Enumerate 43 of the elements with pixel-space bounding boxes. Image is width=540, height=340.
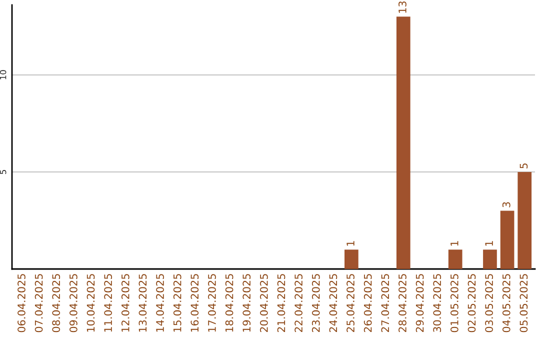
x-tick-label: 19.04.2025	[242, 274, 251, 332]
x-tick-label: 12.04.2025	[121, 274, 130, 332]
bar	[483, 250, 497, 269]
x-tick-label: 22.04.2025	[294, 274, 302, 332]
data-label: 1	[485, 241, 493, 246]
x-tick-label: 09.04.2025	[69, 274, 78, 332]
x-tick-label: 03.05.2025	[485, 274, 493, 332]
bar	[448, 250, 462, 269]
x-tick-label: 18.04.2025	[225, 274, 234, 332]
x-tick-label: 05.05.2025	[520, 274, 528, 332]
x-tick-label: 21.04.2025	[277, 274, 286, 332]
x-tick-label: 13.04.2025	[138, 274, 147, 332]
bar	[500, 210, 514, 269]
x-tick-label: 11.04.2025	[104, 274, 112, 332]
data-label: 13	[398, 1, 406, 13]
x-tick-label: 15.04.2025	[173, 274, 182, 332]
x-tick-label: 20.04.2025	[260, 274, 268, 332]
x-tick-label: 02.05.2025	[468, 274, 476, 332]
x-tick-label: 04.05.2025	[502, 274, 510, 332]
x-tick-label: 30.04.2025	[433, 274, 442, 332]
x-tick-label: 26.04.2025	[364, 274, 372, 332]
x-tick-label: 17.04.2025	[208, 274, 216, 332]
x-tick-label: 10.04.2025	[86, 274, 95, 332]
data-label: 3	[502, 202, 510, 208]
x-tick-label: 29.04.2025	[416, 274, 424, 332]
x-tick-label: 24.04.2025	[329, 274, 338, 332]
x-tick-label: 01.05.2025	[450, 274, 458, 332]
x-tick-label: 14.04.2025	[156, 274, 164, 332]
x-tick-label: 25.04.2025	[346, 274, 354, 332]
data-label: 1	[346, 241, 354, 246]
bar	[344, 250, 358, 269]
y-tick-label: 10	[0, 70, 6, 80]
data-label: 5	[520, 163, 528, 168]
x-tick-label: 08.04.2025	[52, 274, 60, 332]
bar	[518, 172, 532, 269]
bar	[396, 16, 410, 269]
x-tick-label: 27.04.2025	[381, 274, 390, 332]
x-tick-label: 16.04.2025	[190, 274, 199, 332]
x-tick-label: 23.04.2025	[312, 274, 320, 332]
x-tick-label: 07.04.2025	[34, 274, 43, 332]
x-tick-label: 06.04.2025	[18, 274, 26, 332]
x-tick-label: 28.04.2025	[398, 274, 406, 332]
data-label: 1	[450, 241, 458, 246]
